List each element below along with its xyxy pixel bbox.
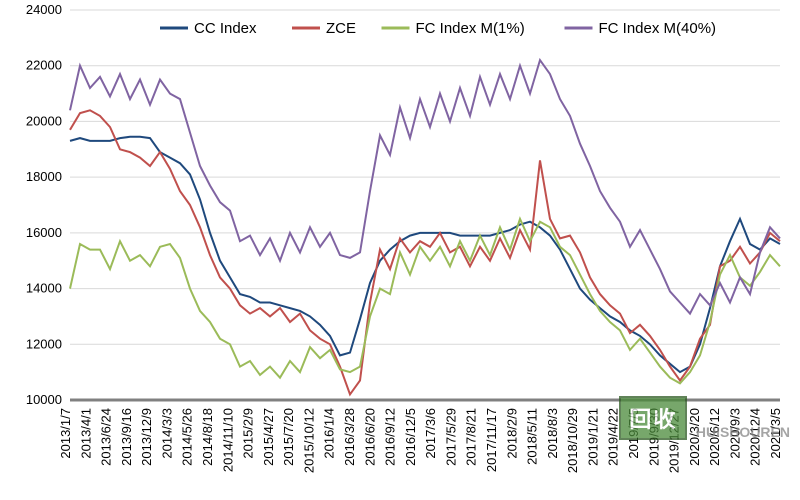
x-tick-label: 2013/9/16 bbox=[119, 408, 134, 466]
x-tick-label: 2019/1/21 bbox=[585, 408, 600, 466]
x-tick-label: 2016/9/12 bbox=[383, 408, 398, 466]
y-tick-label: 24000 bbox=[26, 2, 62, 17]
x-tick-label: 2017/8/21 bbox=[464, 408, 479, 466]
x-tick-label: 2015/7/20 bbox=[281, 408, 296, 466]
watermark-box: 回收 bbox=[619, 396, 687, 440]
chart-container: 10000 12000 14000 16000 18000 20000 22000 24000… bbox=[0, 0, 800, 500]
y-tick-label: 12000 bbox=[26, 336, 62, 351]
x-tick-label: 2014/11/10 bbox=[220, 408, 235, 472]
x-tick-label: 2018/5/11 bbox=[525, 408, 540, 465]
y-tick-label: 18000 bbox=[26, 169, 62, 184]
x-tick-label: 2018/2/9 bbox=[504, 408, 519, 459]
legend-label: FC Index M(40%) bbox=[599, 20, 717, 37]
x-tick-label: 2016/6/20 bbox=[362, 408, 377, 466]
x-tick-label: 2017/5/29 bbox=[443, 408, 458, 466]
legend-label: CC Index bbox=[194, 20, 257, 37]
y-tick-label: 16000 bbox=[26, 225, 62, 240]
y-tick-label: 22000 bbox=[26, 58, 62, 73]
y-tick-label: 10000 bbox=[26, 392, 62, 407]
x-tick-label: 2016/1/4 bbox=[322, 408, 337, 459]
x-tick-label: 2014/8/18 bbox=[200, 408, 215, 466]
x-tick-label: 2014/3/3 bbox=[159, 408, 174, 459]
x-tick-label: 2015/2/9 bbox=[241, 408, 256, 459]
y-tick-label: 20000 bbox=[26, 113, 62, 128]
x-tick-label: 2013/6/24 bbox=[99, 408, 114, 466]
x-tick-label: 2016/3/28 bbox=[342, 408, 357, 466]
legend-label: FC Index M(1%) bbox=[416, 20, 525, 37]
x-tick-label: 2013/4/1 bbox=[78, 408, 93, 459]
y-tick-label: 14000 bbox=[26, 281, 62, 296]
x-tick-label: 2015/4/27 bbox=[261, 408, 276, 466]
x-tick-label: 2018/10/29 bbox=[565, 408, 580, 473]
x-tick-label: 2018/8/3 bbox=[545, 408, 560, 459]
x-tick-label: 2015/10/12 bbox=[301, 408, 316, 473]
x-tick-label: 2017/11/17 bbox=[484, 408, 499, 472]
legend-label: ZCE bbox=[326, 20, 356, 37]
x-tick-label: 2016/12/5 bbox=[403, 408, 418, 466]
x-tick-label: 2013/12/9 bbox=[139, 408, 154, 466]
watermark-side: HUISHOUREN bbox=[696, 424, 790, 440]
series-fc-index-m-40- bbox=[70, 60, 780, 314]
x-tick-label: 2017/3/6 bbox=[423, 408, 438, 459]
x-tick-label: 2014/5/26 bbox=[180, 408, 195, 466]
x-tick-label: 2013/1/7 bbox=[58, 408, 73, 459]
watermark: 回收 HUISHOUREN bbox=[619, 396, 790, 440]
